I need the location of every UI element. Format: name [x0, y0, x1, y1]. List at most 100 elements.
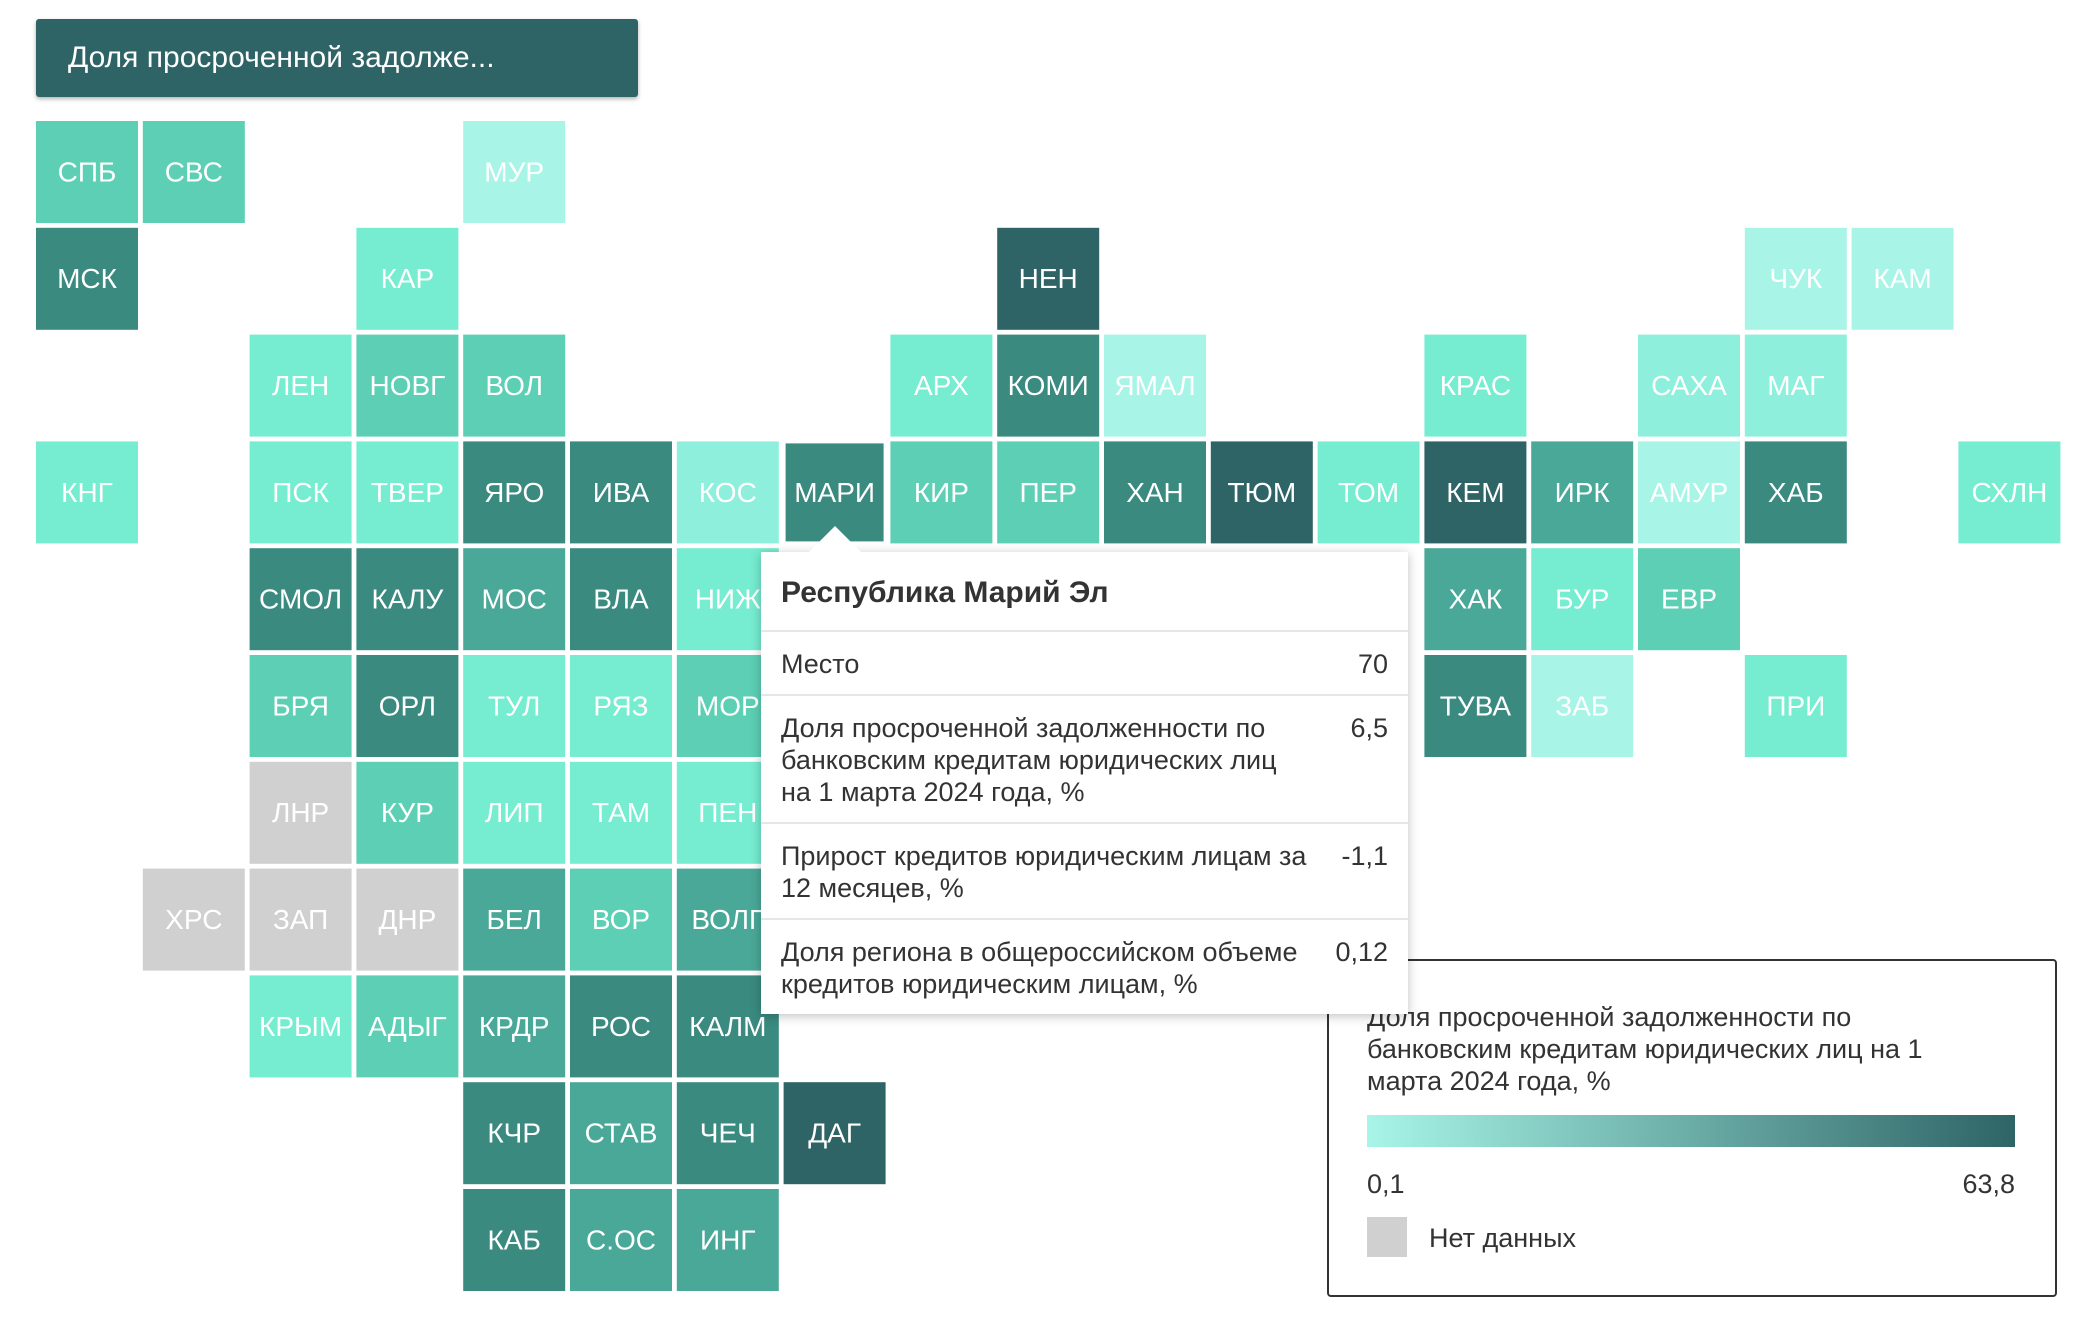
tile [463, 975, 566, 1078]
tile-label: КАР [381, 263, 435, 294]
tile-label: КАБ [488, 1224, 541, 1255]
tile [463, 761, 566, 864]
tile-label: САХА [1651, 370, 1727, 401]
tile [463, 1082, 566, 1185]
tile [890, 441, 993, 544]
tile [249, 334, 352, 437]
tile-label: ЛИП [485, 797, 544, 828]
tile-label: РОС [591, 1011, 651, 1042]
no-data-swatch [1367, 1217, 1407, 1257]
tile-label: ТУЛ [488, 690, 540, 721]
tile-label: ПЕН [698, 797, 757, 828]
tile [142, 121, 245, 223]
tile [1531, 548, 1634, 651]
legend-min: 0,1 [1367, 1169, 1405, 1199]
tile-label: БРЯ [272, 690, 329, 721]
tile-label: ЕВР [1661, 584, 1717, 615]
tile [356, 655, 459, 757]
tile [1744, 227, 1847, 330]
tile-label: АРХ [914, 370, 969, 401]
tooltip-row: Доля региона в общероссийском объеме кре… [761, 920, 1408, 1014]
tile-label: СТАВ [585, 1118, 658, 1149]
tile-label: МУР [484, 156, 544, 187]
tile [1638, 548, 1740, 651]
tile [249, 441, 352, 544]
tile [1424, 334, 1527, 437]
tile [463, 548, 566, 651]
legend-title: Доля просроченной задолженности по банко… [1367, 1002, 1923, 1096]
tile-label: НИЖ [695, 584, 761, 615]
dropdown[interactable]: Доля просроченной задолже... [36, 19, 638, 97]
tile-label: ТАМ [592, 797, 650, 828]
tile [1531, 655, 1634, 757]
tile [463, 868, 566, 971]
tile [676, 441, 779, 544]
tile-label: ХРС [165, 904, 222, 935]
tile-label: ХАБ [1768, 477, 1824, 508]
tooltip-label: Место [781, 649, 860, 679]
tile-label: ЯРО [484, 477, 544, 508]
tile-label: КУР [381, 797, 434, 828]
tile-label: ХАК [1449, 584, 1503, 615]
tile-label: МОС [482, 584, 547, 615]
tile [463, 121, 566, 223]
tile-label: БУР [1555, 584, 1609, 615]
tile-label: КОМИ [1008, 370, 1089, 401]
tile [1104, 334, 1206, 437]
tile [570, 441, 672, 544]
tile-label: ОРЛ [379, 690, 436, 721]
tile-label: ВЛА [593, 584, 649, 615]
tile [1424, 548, 1527, 651]
tile [1317, 441, 1420, 544]
legend-gradient [1367, 1115, 2015, 1147]
tile-label: НЕН [1019, 263, 1078, 294]
tile [249, 548, 352, 651]
tile [36, 227, 138, 330]
tile [570, 1082, 672, 1185]
tile-label: ЗАБ [1555, 690, 1609, 721]
tile-label: ИРК [1555, 477, 1611, 508]
tile-label: КРЫМ [259, 1011, 342, 1042]
tile [1210, 441, 1313, 544]
tile [463, 334, 566, 437]
tile-label: ВОР [592, 904, 650, 935]
tile-label: ТОМ [1338, 477, 1399, 508]
tile [1424, 441, 1527, 544]
tile-label: ЧЕЧ [700, 1118, 756, 1149]
tile-label: ТВЕР [371, 477, 444, 508]
tile-label: ЧУК [1769, 263, 1822, 294]
tile [36, 441, 138, 544]
tile-label: АМУР [1650, 477, 1728, 508]
tile-label: АДЫГ [368, 1011, 447, 1042]
tile-label: СПБ [58, 156, 117, 187]
tile-label: ЯМАЛ [1114, 370, 1195, 401]
tooltip-row: Доля просроченной задолженности по банко… [761, 696, 1408, 824]
tile-label: ТУВА [1440, 690, 1512, 721]
tile [676, 1082, 779, 1185]
tile [997, 334, 1100, 437]
tile-label: ИНГ [700, 1224, 756, 1255]
tile [570, 975, 672, 1078]
tile-label: КРДР [479, 1011, 550, 1042]
tile [356, 441, 459, 544]
tile [463, 1189, 566, 1291]
tile-label: ПРИ [1766, 690, 1825, 721]
tile-label: КАЛУ [372, 584, 444, 615]
tile [570, 868, 672, 971]
tile [356, 334, 459, 437]
tile [890, 334, 993, 437]
tooltip-value: 0,12 [1335, 937, 1388, 967]
tile [1638, 441, 1740, 544]
no-data-label: Нет данных [1429, 1223, 1576, 1253]
tile [249, 655, 352, 757]
tile [997, 441, 1100, 544]
tile-label: ДАГ [808, 1118, 861, 1149]
tile [783, 1082, 886, 1185]
tile [1424, 655, 1527, 757]
legend: Доля просроченной задолженности по банко… [1327, 959, 2057, 1297]
tile-label: С.ОС [586, 1224, 656, 1255]
tile-label: СМОЛ [259, 584, 342, 615]
tooltip-title: Республика Марий Эл [761, 552, 1408, 632]
